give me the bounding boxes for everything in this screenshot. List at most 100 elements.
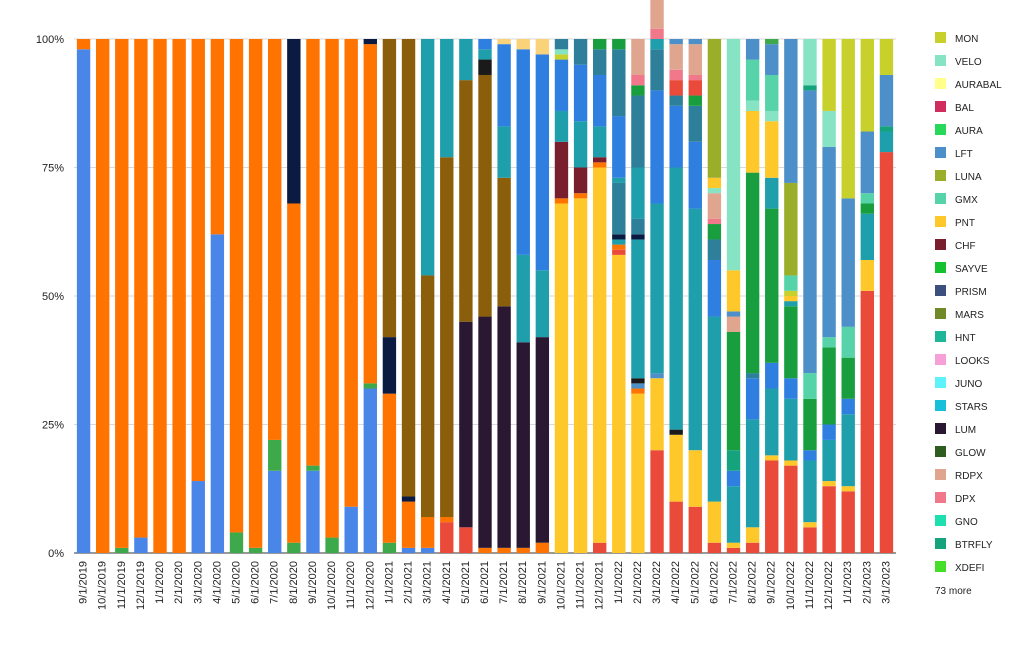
legend-item[interactable]: RDPX [935, 469, 983, 482]
bar-segment[interactable] [650, 450, 664, 553]
legend-item[interactable]: LUM [935, 423, 976, 436]
bar-segment[interactable] [593, 542, 607, 553]
bar-segment[interactable] [822, 486, 836, 553]
bar-segment[interactable] [478, 74, 492, 317]
bar-segment[interactable] [440, 517, 454, 523]
bar-segment[interactable] [516, 342, 530, 548]
bar-stack[interactable] [803, 39, 817, 553]
bar-segment[interactable] [745, 542, 760, 553]
bar-stack[interactable] [593, 39, 607, 553]
bar-segment[interactable] [784, 378, 798, 399]
bar-segment[interactable] [631, 74, 645, 86]
bar-segment[interactable] [631, 218, 645, 235]
bar-segment[interactable] [841, 198, 855, 327]
bar-segment[interactable] [229, 39, 244, 533]
legend-item[interactable]: PRISM [935, 285, 987, 298]
bar-stack[interactable] [516, 39, 530, 553]
bar-segment[interactable] [669, 95, 683, 106]
bar-segment[interactable] [688, 208, 702, 451]
bar-stack[interactable] [115, 39, 129, 553]
bar-segment[interactable] [115, 547, 129, 553]
bar-segment[interactable] [382, 39, 397, 338]
bar-segment[interactable] [325, 537, 339, 553]
bar-stack[interactable] [134, 39, 148, 553]
bar-segment[interactable] [765, 455, 779, 461]
bar-segment[interactable] [516, 39, 530, 50]
bar-stack[interactable] [440, 39, 454, 553]
bar-segment[interactable] [631, 383, 645, 389]
bar-segment[interactable] [612, 49, 626, 117]
bar-segment[interactable] [803, 522, 817, 528]
bar-segment[interactable] [841, 398, 855, 415]
bar-segment[interactable] [76, 39, 91, 50]
bar-segment[interactable] [631, 234, 645, 240]
legend-item[interactable]: LFT [935, 147, 973, 160]
bar-segment[interactable] [287, 542, 301, 553]
bar-segment[interactable] [172, 39, 186, 553]
bar-segment[interactable] [707, 260, 722, 317]
bar-segment[interactable] [268, 470, 282, 553]
legend-item[interactable]: VELO [935, 55, 982, 68]
bar-segment[interactable] [382, 337, 397, 394]
bar-segment[interactable] [822, 424, 836, 440]
bar-segment[interactable] [669, 429, 683, 435]
bar-segment[interactable] [726, 316, 741, 332]
bar-stack[interactable] [248, 39, 263, 553]
bar-segment[interactable] [688, 39, 702, 45]
bar-stack[interactable] [172, 39, 186, 553]
legend-item[interactable]: MON [935, 32, 978, 45]
bar-stack[interactable] [784, 39, 798, 553]
bar-segment[interactable] [401, 547, 416, 553]
bar-segment[interactable] [860, 260, 875, 291]
legend-item[interactable]: XDEFI [935, 561, 984, 574]
legend-item[interactable]: SAYVE [935, 262, 988, 275]
bar-segment[interactable] [650, 0, 664, 29]
bar-segment[interactable] [707, 177, 722, 189]
legend-item[interactable]: LOOKS [935, 354, 990, 367]
bar-segment[interactable] [765, 177, 779, 209]
bar-segment[interactable] [631, 167, 645, 219]
bar-segment[interactable] [707, 224, 722, 240]
bar-segment[interactable] [650, 28, 664, 39]
bar-segment[interactable] [593, 162, 607, 168]
bar-stack[interactable] [650, 0, 664, 553]
bar-segment[interactable] [803, 85, 817, 91]
bar-segment[interactable] [860, 131, 875, 194]
bar-segment[interactable] [726, 39, 741, 271]
bar-segment[interactable] [765, 388, 779, 456]
bar-segment[interactable] [478, 547, 492, 553]
bar-segment[interactable] [860, 193, 875, 204]
bar-segment[interactable] [612, 234, 626, 240]
bar-segment[interactable] [612, 254, 626, 553]
bar-segment[interactable] [669, 69, 683, 81]
bar-segment[interactable] [765, 121, 779, 178]
bar-segment[interactable] [669, 80, 683, 96]
bar-segment[interactable] [669, 167, 683, 430]
bar-segment[interactable] [745, 100, 760, 111]
bar-stack[interactable] [841, 39, 855, 553]
bar-segment[interactable] [688, 95, 702, 106]
bar-segment[interactable] [210, 39, 225, 235]
bar-segment[interactable] [631, 393, 645, 553]
bar-segment[interactable] [306, 39, 320, 466]
bar-stack[interactable] [153, 39, 167, 553]
bar-stack[interactable] [726, 39, 741, 553]
bar-segment[interactable] [612, 116, 626, 178]
bar-segment[interactable] [803, 460, 817, 523]
legend-item[interactable]: LUNA [935, 170, 982, 183]
legend-item[interactable]: PNT [935, 216, 975, 229]
bar-stack[interactable] [420, 39, 435, 553]
bar-stack[interactable] [765, 39, 779, 553]
legend-item[interactable]: BAL [935, 101, 974, 114]
bar-segment[interactable] [726, 311, 741, 317]
bar-segment[interactable] [707, 542, 722, 553]
bar-segment[interactable] [707, 316, 722, 502]
bar-segment[interactable] [593, 157, 607, 163]
bar-segment[interactable] [631, 388, 645, 394]
bar-segment[interactable] [401, 496, 416, 502]
bar-segment[interactable] [726, 331, 741, 451]
legend-more-label[interactable]: 73 more [935, 586, 972, 597]
bar-segment[interactable] [631, 378, 645, 384]
bar-segment[interactable] [784, 275, 798, 291]
bar-segment[interactable] [593, 126, 607, 158]
